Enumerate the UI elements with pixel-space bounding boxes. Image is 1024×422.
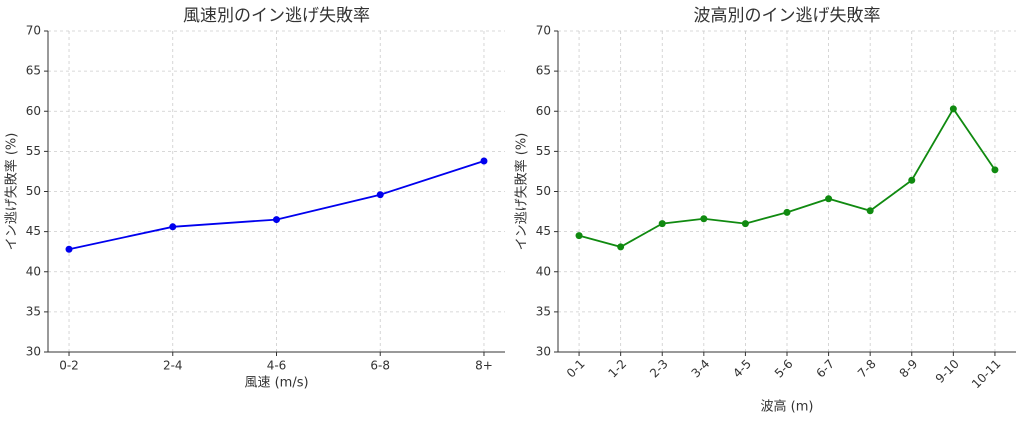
y-tick-label: 45 [536, 224, 551, 238]
x-tick-label: 4-5 [730, 357, 754, 381]
x-tick-label: 7-8 [855, 357, 879, 381]
y-tick-label: 35 [536, 304, 551, 318]
y-tick-label: 70 [536, 24, 551, 38]
y-tick-label: 30 [26, 345, 41, 359]
y-axis-label: イン逃げ失敗率 (%) [514, 133, 530, 251]
point [783, 208, 791, 216]
point [273, 216, 280, 224]
x-tick-label: 0-2 [59, 359, 79, 373]
x-tick-label: 2-3 [647, 357, 671, 381]
y-axis-label: イン逃げ失敗率 (%) [4, 133, 20, 251]
y-tick-label: 60 [536, 104, 551, 118]
y-tick-label: 70 [26, 24, 41, 38]
x-tick-label: 3-4 [689, 357, 713, 381]
point [741, 220, 749, 228]
y-tick-label: 35 [26, 304, 41, 318]
x-axis-label: 風速 (m/s) [244, 376, 308, 391]
point [866, 207, 874, 215]
x-tick-label: 0-1 [564, 357, 588, 381]
x-tick-label: 2-4 [163, 359, 183, 373]
x-tick-label: 8+ [475, 359, 493, 373]
x-tick-label: 9-10 [933, 357, 962, 386]
x-tick-label: 5-6 [772, 357, 796, 381]
point [169, 223, 177, 231]
y-tick-label: 40 [536, 264, 551, 278]
point [65, 245, 73, 253]
point [480, 157, 488, 165]
y-tick-label: 60 [26, 104, 41, 118]
y-tick-label: 45 [26, 224, 41, 238]
y-tick-label: 50 [536, 184, 551, 198]
x-tick-label: 6-8 [370, 359, 390, 373]
x-tick-label: 6-7 [813, 357, 837, 381]
y-tick-label: 40 [26, 264, 41, 278]
point [825, 195, 833, 203]
x-tick-label: 4-6 [267, 359, 287, 373]
point [908, 176, 916, 184]
y-tick-label: 65 [26, 64, 41, 78]
point [617, 243, 625, 251]
y-tick-label: 65 [536, 64, 551, 78]
point [991, 166, 999, 174]
point [575, 232, 583, 240]
chart-title: 風速別のイン逃げ失敗率 [183, 6, 370, 26]
y-tick-label: 50 [26, 184, 41, 198]
x-tick-label: 10-11 [969, 357, 1004, 392]
y-tick-label: 30 [536, 345, 551, 359]
chart-title: 波高別のイン逃げ失敗率 [694, 6, 881, 26]
x-tick-label: 8-9 [897, 357, 921, 381]
y-tick-label: 55 [26, 144, 41, 158]
point [700, 215, 708, 223]
x-tick-label: 1-2 [605, 357, 629, 381]
point [376, 191, 384, 199]
point [658, 220, 666, 228]
point [949, 105, 957, 113]
y-tick-label: 55 [536, 144, 551, 158]
x-axis-label: 波高 (m) [761, 399, 814, 415]
